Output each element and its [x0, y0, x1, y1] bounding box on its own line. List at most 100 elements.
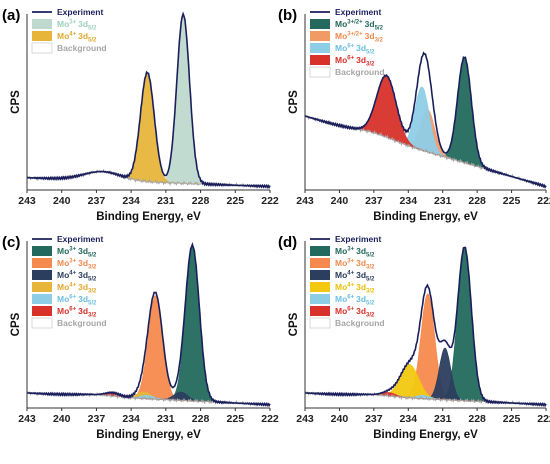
legend-swatch	[32, 306, 52, 316]
panel-1: 243 240 237 234 231 228 225 222 Binding Energy, …	[278, 7, 550, 223]
legend-label: Mo6+ 3d5/2	[335, 43, 375, 56]
y-axis-title: CPS	[10, 90, 22, 114]
x-tick-label: 231	[157, 413, 175, 425]
x-tick-label: 222	[537, 195, 550, 207]
legend-swatch	[310, 294, 330, 304]
x-tick-label: 234	[122, 195, 140, 207]
legend-label: Mo6+ 3d5/2	[335, 294, 375, 307]
x-tick-label: 237	[365, 195, 383, 207]
panel-label: (b)	[278, 7, 297, 24]
legend-swatch	[310, 19, 330, 29]
legend-swatch	[310, 282, 330, 292]
x-tick-label: 222	[261, 195, 279, 207]
legend-label: Mo3+ 3d5/2	[335, 246, 375, 259]
legend-background-swatch	[309, 317, 331, 329]
legend-swatch	[32, 246, 52, 256]
x-tick-label: 240	[53, 195, 71, 207]
panel-2: 243 240 237 234 231 228 225 222 Binding Energy, …	[2, 234, 279, 441]
panel-label: (a)	[2, 7, 20, 24]
legend-background-label: Background	[57, 43, 107, 53]
x-axis-title: Binding Energy, eV	[96, 211, 201, 223]
legend-swatch	[32, 270, 52, 280]
legend-label: Mo4+ 3d3/2	[57, 282, 97, 295]
panel-label: (d)	[278, 234, 297, 251]
x-tick-label: 243	[296, 195, 314, 207]
legend-background-swatch	[31, 317, 53, 329]
legend-swatch	[310, 31, 330, 41]
legend-label: Mo4+ 3d5/2	[57, 31, 97, 44]
x-tick-label: 237	[88, 195, 106, 207]
experiment-line	[305, 246, 547, 407]
experiment-line	[27, 11, 271, 189]
x-axis-title: Binding Energy, eV	[96, 429, 201, 441]
x-tick-label: 234	[400, 413, 418, 425]
y-axis-title: CPS	[288, 312, 300, 336]
experiment-line	[304, 51, 547, 189]
peak-2	[304, 86, 547, 187]
legend-label: Mo3+/2+ 3d5/2	[335, 19, 384, 32]
legend-label: Mo3+ 3d3/2	[57, 258, 97, 271]
legend-swatch	[310, 43, 330, 53]
legend-experiment-label: Experiment	[335, 234, 381, 244]
x-axis-title: Binding Energy, eV	[373, 429, 478, 441]
x-tick-label: 237	[88, 413, 106, 425]
x-tick-label: 231	[434, 413, 452, 425]
legend-label: Mo6+ 3d5/2	[57, 294, 97, 307]
x-tick-label: 243	[296, 413, 314, 425]
legend-swatch	[310, 258, 330, 268]
x-tick-label: 228	[468, 195, 486, 207]
legend-swatch	[310, 246, 330, 256]
peak-1	[27, 72, 271, 187]
legend-background-swatch	[309, 66, 331, 78]
panel-0: 243 240 237 234 231 228 225 222 Binding Energy, …	[2, 7, 279, 223]
x-tick-label: 240	[53, 413, 71, 425]
legend-label: Mo3+ 3d5/2	[57, 246, 97, 259]
x-tick-label: 222	[261, 413, 279, 425]
legend-swatch	[32, 294, 52, 304]
x-tick-label: 225	[503, 413, 521, 425]
x-tick-label: 225	[227, 413, 245, 425]
x-tick-label: 243	[18, 195, 36, 207]
x-tick-label: 231	[157, 195, 175, 207]
x-tick-label: 225	[503, 195, 521, 207]
legend-background-label: Background	[335, 67, 385, 77]
legend-experiment-label: Experiment	[57, 7, 103, 17]
legend-label: Mo3+/2+ 3d3/2	[335, 31, 384, 44]
legend-label: Mo4+ 3d5/2	[335, 270, 375, 283]
legend-label: Mo3+ 3d5/2	[57, 19, 97, 32]
x-tick-label: 240	[331, 413, 349, 425]
legend-background-label: Background	[57, 318, 107, 328]
y-axis-title: CPS	[288, 90, 300, 114]
legend-swatch	[310, 55, 330, 65]
legend-label: Mo6+ 3d3/2	[57, 306, 97, 319]
x-tick-label: 228	[192, 413, 210, 425]
legend-label: Mo6+ 3d3/2	[335, 55, 375, 68]
x-tick-label: 228	[468, 413, 486, 425]
legend-label: Mo4+ 3d5/2	[57, 270, 97, 283]
x-tick-label: 243	[18, 413, 36, 425]
panel-label: (c)	[2, 234, 20, 251]
x-axis-title: Binding Energy, eV	[373, 211, 478, 223]
experiment-line	[27, 242, 271, 407]
x-tick-label: 225	[227, 195, 245, 207]
legend-swatch	[310, 270, 330, 280]
legend-experiment-label: Experiment	[57, 234, 103, 244]
x-tick-label: 234	[400, 195, 418, 207]
x-tick-label: 222	[537, 413, 550, 425]
x-tick-label: 240	[331, 195, 349, 207]
x-tick-label: 228	[192, 195, 210, 207]
x-tick-label: 234	[122, 413, 140, 425]
legend-label: Mo6+ 3d3/2	[335, 306, 375, 319]
y-axis-title: CPS	[10, 312, 22, 336]
legend-swatch	[32, 31, 52, 41]
legend-swatch	[32, 258, 52, 268]
x-tick-label: 231	[434, 195, 452, 207]
legend-background-label: Background	[335, 318, 385, 328]
legend-label: Mo4+ 3d3/2	[335, 282, 375, 295]
legend-swatch	[32, 19, 52, 29]
legend-experiment-label: Experiment	[335, 7, 381, 17]
